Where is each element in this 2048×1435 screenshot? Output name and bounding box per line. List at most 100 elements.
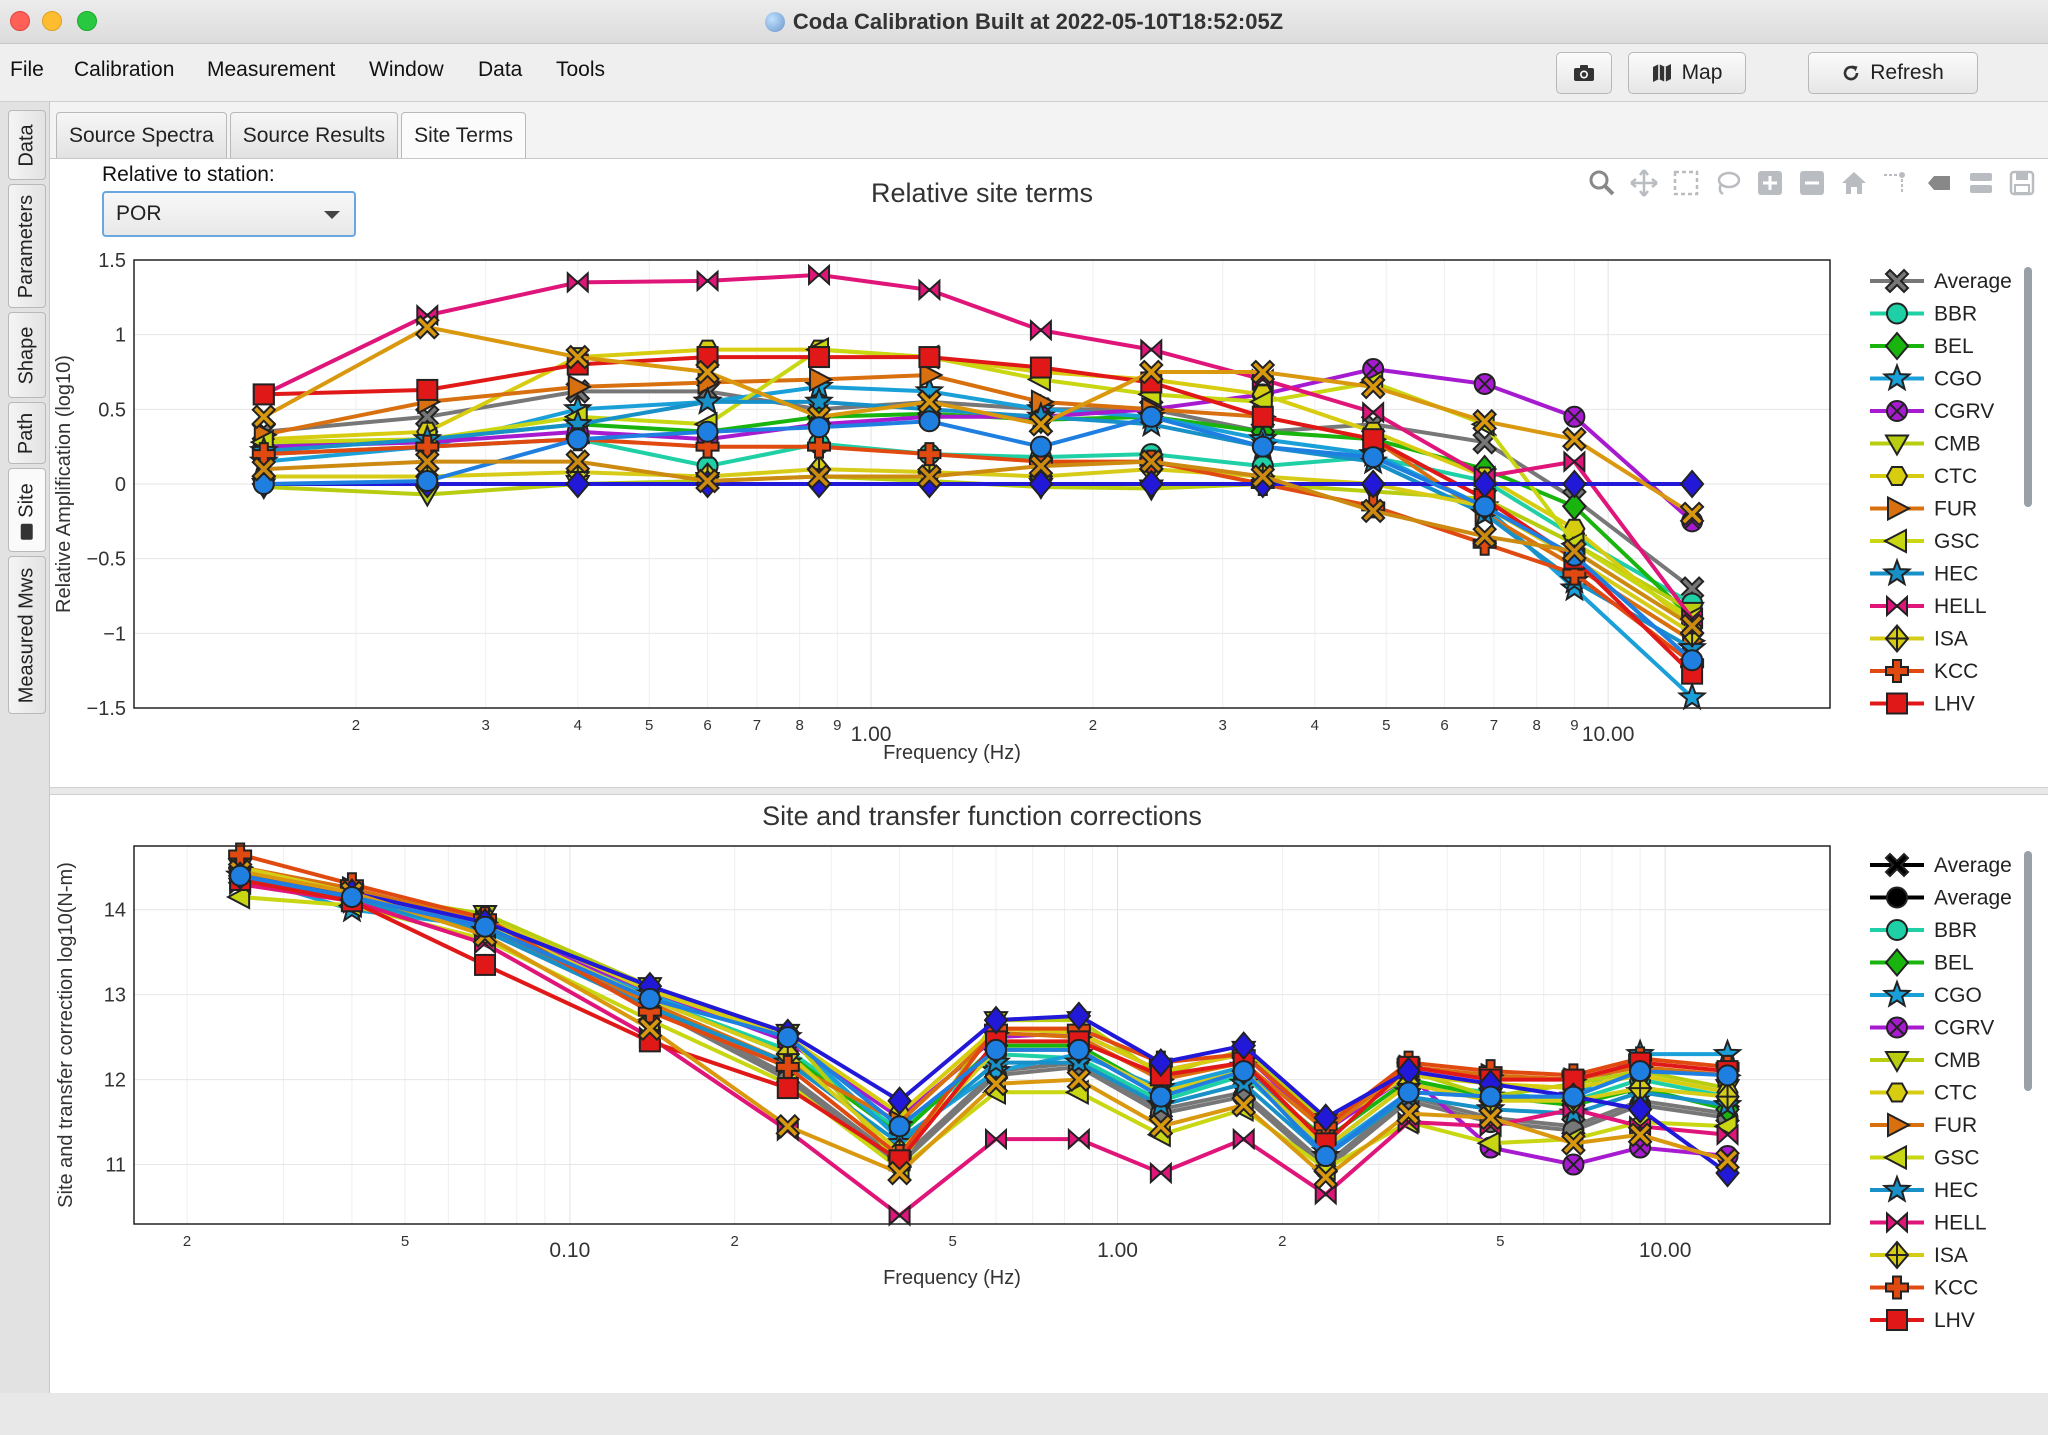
legend-item[interactable]: Average: [1870, 886, 2012, 910]
close-window-button[interactable]: [10, 11, 30, 31]
spike-icon[interactable]: [1880, 167, 1912, 199]
screenshot-button[interactable]: [1556, 52, 1612, 94]
data-point-gsc: [1476, 1130, 1501, 1156]
legend-item[interactable]: CMB: [1870, 433, 1981, 457]
legend-item[interactable]: HELL: [1870, 1211, 1987, 1235]
chart-title: Relative site terms: [871, 178, 1093, 208]
data-point-ctc: [1562, 1085, 1585, 1108]
legend-item[interactable]: Average: [1870, 852, 2012, 878]
plot-divider[interactable]: [50, 787, 2048, 795]
legend-item[interactable]: BEL: [1870, 331, 1974, 361]
legend-label: CGO: [1934, 368, 1982, 391]
legend-marker: [1886, 692, 1908, 715]
data-point-hell: [1029, 318, 1052, 342]
data-point-lhv: [252, 383, 275, 406]
data-point-ctc: [340, 885, 363, 908]
legend-label: LHV: [1934, 1309, 1975, 1332]
zoom-icon[interactable]: [1586, 167, 1618, 199]
legend-item[interactable]: LHV: [1870, 692, 1975, 716]
legend-item[interactable]: BBR: [1870, 302, 1977, 326]
menu-calibration[interactable]: Calibration: [74, 58, 175, 81]
zoom-out-icon[interactable]: [1796, 167, 1828, 199]
menu-measurement[interactable]: Measurement: [207, 58, 336, 81]
side-tab-parameters[interactable]: Parameters: [8, 184, 46, 308]
save-icon[interactable]: [2006, 167, 2038, 199]
legend-item[interactable]: CGO: [1870, 979, 1982, 1008]
legend-item[interactable]: KCC: [1870, 1275, 1978, 1300]
y-tick-label: 0.5: [98, 399, 126, 421]
legend-item[interactable]: CGO: [1870, 362, 1982, 392]
data-point-por: [1679, 469, 1705, 499]
side-tab-data[interactable]: Data: [8, 110, 46, 180]
legend-item[interactable]: KCC: [1870, 659, 1978, 683]
menu-window[interactable]: Window: [369, 58, 444, 81]
legend-marker: [1881, 557, 1913, 587]
side-tab-shape[interactable]: Shape: [8, 312, 46, 398]
legend-item[interactable]: GSC: [1870, 1144, 1980, 1171]
legend-item[interactable]: BBR: [1870, 919, 1977, 942]
legend-scrollbar[interactable]: [2024, 267, 2032, 507]
menu-tools[interactable]: Tools: [556, 58, 606, 81]
home-icon-glyph: [1842, 172, 1866, 194]
legend-item[interactable]: CGRV: [1870, 400, 1994, 423]
legend-item[interactable]: LHV: [1870, 1309, 1975, 1332]
menu-data[interactable]: Data: [478, 58, 523, 81]
legend-item[interactable]: HEC: [1870, 557, 1978, 587]
refresh-button[interactable]: Refresh: [1808, 52, 1978, 94]
hover-compare-icon[interactable]: [1964, 167, 1996, 199]
data-point-hec: [804, 386, 835, 415]
side-tab-measured-mws-label: Measured Mws: [15, 567, 38, 703]
lasso-icon[interactable]: [1712, 167, 1744, 199]
legend-item[interactable]: CMB: [1870, 1049, 1981, 1073]
side-tab-measured-mws[interactable]: Measured Mws: [8, 556, 46, 714]
top-tab-bar: Source Spectra Source Results Site Terms: [56, 112, 526, 160]
legend-item[interactable]: Average: [1870, 268, 2012, 294]
legend-marker: [1886, 1309, 1908, 1331]
data-point-average: [1715, 1147, 1740, 1173]
zoom-in-icon[interactable]: [1754, 167, 1786, 199]
tab-site-terms[interactable]: Site Terms: [401, 112, 526, 158]
pan-icon[interactable]: [1628, 167, 1660, 199]
tab-source-spectra[interactable]: Source Spectra: [56, 112, 227, 158]
legend-item[interactable]: CTC: [1870, 465, 1977, 488]
data-point-hell: [888, 1204, 911, 1227]
legend-marker: [1884, 623, 1910, 654]
legend-item[interactable]: GSC: [1870, 528, 1980, 554]
menu-file[interactable]: File: [10, 58, 44, 81]
x-tick-label: 0.10: [549, 1239, 590, 1262]
y-tick-label: 0: [115, 474, 126, 496]
legend-item[interactable]: FUR: [1870, 1112, 1977, 1138]
legend-label: CTC: [1934, 1082, 1977, 1105]
box-select-icon[interactable]: [1670, 167, 1702, 199]
legend-item[interactable]: CTC: [1870, 1082, 1977, 1105]
hover-closest-icon[interactable]: [1922, 167, 1954, 199]
data-point-cgo: [416, 470, 439, 493]
minimize-window-button[interactable]: [42, 11, 62, 31]
legend-item[interactable]: CGRV: [1870, 1016, 1994, 1040]
data-point-cgo: [808, 416, 831, 439]
home-icon[interactable]: [1838, 167, 1870, 199]
legend-item[interactable]: FUR: [1870, 495, 1977, 522]
legend-scrollbar[interactable]: [2024, 851, 2032, 1091]
legend-item[interactable]: HEC: [1870, 1174, 1978, 1203]
legend-marker: [1886, 919, 1908, 941]
maximize-window-button[interactable]: [77, 11, 97, 31]
legend-item[interactable]: HELL: [1870, 594, 1987, 618]
data-point-average: [695, 359, 720, 385]
legend-item[interactable]: ISA: [1870, 623, 1968, 654]
side-tab-site[interactable]: Site: [8, 468, 46, 552]
side-tab-path[interactable]: Path: [8, 402, 46, 464]
y-axis-label: Site and transfer correction log10(N-m): [55, 862, 77, 1208]
map-button[interactable]: Map: [1628, 52, 1746, 94]
legend-item[interactable]: BEL: [1870, 947, 1974, 978]
legend-item[interactable]: ISA: [1870, 1240, 1968, 1270]
legend-label: ISA: [1934, 628, 1968, 651]
data-point-average: [887, 1160, 912, 1186]
data-point-ctc: [1479, 1085, 1502, 1108]
data-point-por: [1627, 1094, 1653, 1124]
tab-source-results[interactable]: Source Results: [229, 112, 399, 158]
data-point-por: [887, 1086, 912, 1116]
series-cmb: [227, 858, 1741, 1178]
station-select[interactable]: POR: [102, 191, 356, 237]
y-tick-label: −0.5: [87, 549, 126, 571]
